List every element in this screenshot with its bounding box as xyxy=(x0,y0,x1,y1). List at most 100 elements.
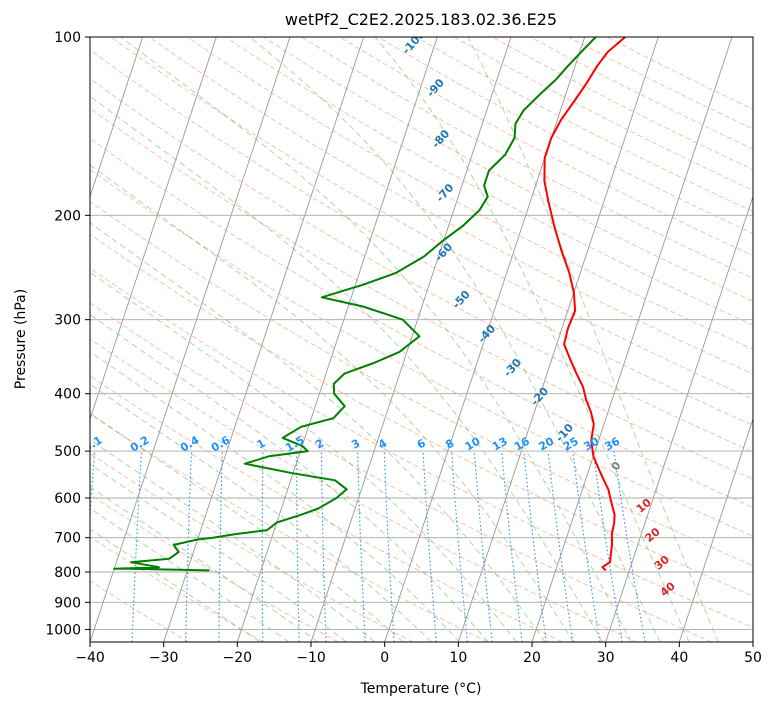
dry-adiabat-label: 20 xyxy=(643,525,663,545)
dry-adiabat xyxy=(453,37,753,191)
mixing-ratio-line xyxy=(592,451,623,642)
moist-adiabat xyxy=(90,507,290,642)
isotherm xyxy=(531,37,733,642)
moist-adiabat xyxy=(90,439,376,642)
dry-adiabat xyxy=(110,37,753,400)
isotherm xyxy=(605,194,753,642)
dry-adiabat xyxy=(90,452,414,642)
mixing-ratio-line xyxy=(296,451,300,642)
x-axis-ticks: −40 −30 −20 −10 0 10 20 30 40 50 xyxy=(75,642,762,666)
y-tick-label: 700 xyxy=(54,531,81,547)
dry-adiabat xyxy=(90,536,264,642)
dry-adiabat xyxy=(90,413,488,642)
mixing-ratio-label: 4 xyxy=(376,436,389,451)
y-tick-label: 100 xyxy=(54,30,81,46)
moist-adiabat xyxy=(90,350,461,642)
x-tick-label: 50 xyxy=(744,650,762,666)
dry-adiabat xyxy=(377,37,753,235)
isotherm-label: -70 xyxy=(434,181,457,205)
dry-adiabat xyxy=(90,338,638,642)
dry-adiabat xyxy=(568,37,753,130)
moist-adiabat xyxy=(90,313,489,642)
y-tick-label: 300 xyxy=(54,313,81,329)
y-tick-label: 1000 xyxy=(45,622,81,638)
profile-series xyxy=(113,37,626,572)
dry-adiabat xyxy=(90,78,753,453)
moist-adiabat xyxy=(90,271,517,642)
dry-adiabat-label: 30 xyxy=(652,553,672,573)
mixing-ratio-line xyxy=(383,451,395,642)
x-tick-label: 10 xyxy=(449,650,467,666)
isotherm xyxy=(752,640,753,642)
mixing-ratio-line xyxy=(261,451,264,642)
x-tick-label: 40 xyxy=(670,650,688,666)
mixing-ratio-line xyxy=(218,451,223,642)
y-tick-label: 600 xyxy=(54,491,81,507)
mixing-ratio-label: 3 xyxy=(349,437,362,452)
moist-adiabat xyxy=(90,95,603,642)
dry-adiabat xyxy=(224,37,753,326)
moist-adiabat xyxy=(467,37,719,642)
mixing-ratio-line xyxy=(185,451,193,642)
line-labels: 0.1 0.2 0.4 0.6 1 1.5 2 3 4 6 8 10 13 16 20 25 30 36-100-… xyxy=(90,27,678,599)
mixing-ratio-line xyxy=(357,451,366,642)
isotherm-label: -20 xyxy=(528,384,551,408)
isotherm xyxy=(90,37,291,642)
x-tick-label: −10 xyxy=(296,650,326,666)
mixing-ratio-line xyxy=(547,451,574,642)
plot-frame xyxy=(89,36,754,643)
isotherm xyxy=(90,37,217,421)
dry-adiabat xyxy=(90,580,190,642)
mixing-ratio-line xyxy=(90,451,96,522)
mixing-ratio-line xyxy=(451,451,469,642)
x-tick-label: 20 xyxy=(523,650,541,666)
x-tick-label: 0 xyxy=(380,650,389,666)
dry-adiabat xyxy=(186,37,753,350)
x-tick-label: −40 xyxy=(75,650,105,666)
dry-adiabat xyxy=(90,169,753,537)
moist-adiabat xyxy=(120,37,632,642)
mixing-ratio-line xyxy=(131,451,143,642)
isotherm xyxy=(163,37,365,642)
x-tick-label: −20 xyxy=(223,650,253,666)
plot-area: 0.1 0.2 0.4 0.6 1 1.5 2 3 4 6 8 10 13 16 20 25 30 36-100-… xyxy=(0,27,753,642)
isotherm xyxy=(310,37,512,642)
dry-adiabat xyxy=(90,49,753,426)
isotherm xyxy=(0,37,69,642)
moist-adiabat xyxy=(374,37,690,642)
dry-adiabat xyxy=(263,37,753,302)
moist-adiabat xyxy=(249,37,661,642)
dry-adiabat xyxy=(90,137,753,508)
mixing-ratio-lines xyxy=(90,451,646,642)
dry-adiabat xyxy=(90,493,339,642)
dry-adiabat-label: 40 xyxy=(658,579,678,599)
isotherm xyxy=(457,37,659,642)
dry-adiabat xyxy=(90,267,753,629)
isotherm xyxy=(236,37,438,642)
moist-adiabat xyxy=(90,383,432,642)
temperature-profile xyxy=(543,37,626,572)
y-tick-label: 900 xyxy=(54,595,81,611)
isotherm-label: -80 xyxy=(429,127,452,151)
x-tick-label: −30 xyxy=(149,650,179,666)
mixing-ratio-line xyxy=(501,451,523,642)
dewpoint-profile xyxy=(113,37,597,572)
moist-adiabat xyxy=(90,412,404,642)
x-tick-label: 30 xyxy=(597,650,615,666)
chart-title: wetPf2_C2E2.2025.183.02.36.E25 xyxy=(285,10,557,30)
mixing-ratio-line xyxy=(523,451,547,642)
y-axis-label: Pressure (hPa) xyxy=(13,289,29,389)
isotherm-label: -60 xyxy=(432,240,455,264)
mixing-ratio-line xyxy=(572,451,601,642)
dry-adiabat xyxy=(90,302,712,642)
isotherm-label: -100 xyxy=(400,27,428,56)
moist-adiabat xyxy=(90,463,347,642)
dry-adiabat xyxy=(148,37,753,375)
moist-adiabat xyxy=(90,528,261,642)
y-tick-label: 400 xyxy=(54,387,81,403)
dry-adiabat-label: 10 xyxy=(634,496,654,516)
isotherm xyxy=(678,417,753,642)
isobars xyxy=(90,37,753,630)
y-tick-label: 800 xyxy=(54,565,81,581)
